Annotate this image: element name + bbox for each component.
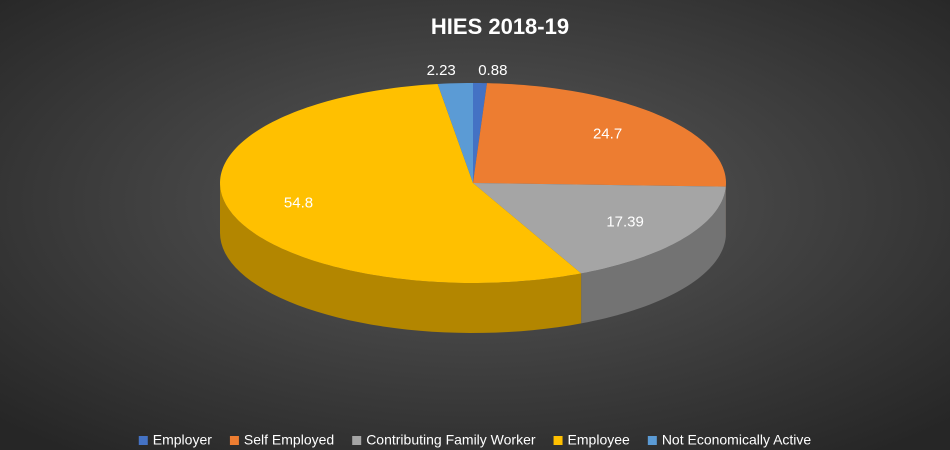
slice	[473, 183, 726, 274]
legend-label: Self Employed	[244, 432, 334, 448]
chart-title: HIES 2018-19	[431, 14, 569, 39]
slice	[437, 83, 473, 183]
slice	[220, 83, 582, 283]
slice	[473, 83, 487, 183]
legend-marker	[647, 436, 657, 445]
data-label: 2.23	[427, 62, 456, 79]
legend-label: Contributing Family Worker	[366, 432, 536, 448]
data-label: 54.8	[284, 195, 313, 212]
legend-marker	[553, 436, 563, 445]
slice-side	[581, 186, 726, 324]
legend-label: Employee	[568, 432, 630, 448]
legend-marker	[352, 436, 362, 445]
legend-label: Employer	[153, 432, 212, 448]
slice	[473, 83, 726, 187]
data-label: 0.88	[478, 62, 507, 79]
data-label: 24.7	[593, 125, 622, 142]
slice-side	[220, 183, 582, 333]
data-label: 17.39	[606, 214, 644, 231]
legend-label: Not Economically Active	[662, 432, 812, 448]
legend-marker	[138, 436, 148, 445]
legend-marker	[229, 436, 239, 445]
